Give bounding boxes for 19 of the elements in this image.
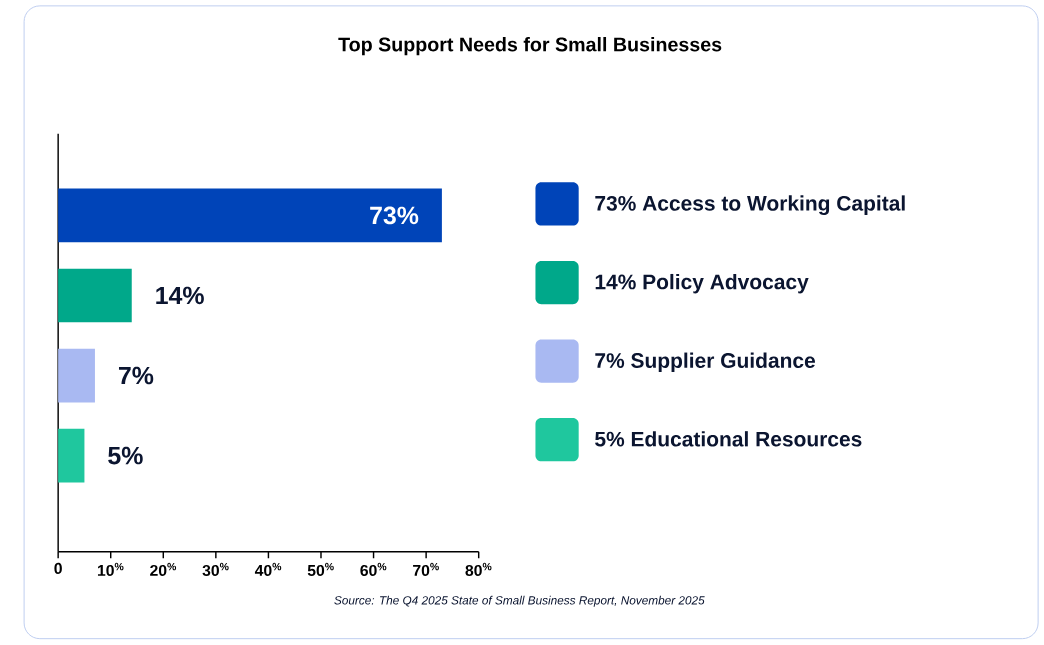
text: Top Support Needs for Small Businesses — [338, 37, 722, 56]
data-label: 5% — [108, 447, 143, 465]
x-tick-label: 40$^{%}$ — [254, 563, 282, 577]
x-tick-label: 60$^{%}$ — [360, 563, 387, 577]
legend-label: 5% Educational Resources — [595, 431, 862, 447]
x-tick-label: 20$^{%}$ — [150, 563, 177, 577]
legend-label: 14% Policy Advocacy — [595, 274, 809, 294]
x-tick-label: 10$^{%}$ — [97, 563, 124, 577]
x-tick-label: 70$^{%}$ — [413, 563, 439, 577]
x-tick-label: 30$^{%}$ — [202, 563, 229, 577]
legend-label: 73% Access to Working Capital — [595, 195, 905, 216]
legend-label: 7% Supplier Guidance — [595, 352, 815, 373]
source-note: Source: The Q4 2025 State of Small Business Report, November 2025 — [334, 596, 705, 608]
x-tick-label: 0 — [54, 563, 62, 575]
data-label: 7% — [118, 367, 154, 385]
x-tick-label: 80$^{%}$ — [465, 563, 492, 577]
data-label: 73% — [370, 206, 419, 225]
data-label: 14% — [156, 286, 204, 305]
x-tick-label: 50$^{%}$ — [307, 563, 334, 577]
